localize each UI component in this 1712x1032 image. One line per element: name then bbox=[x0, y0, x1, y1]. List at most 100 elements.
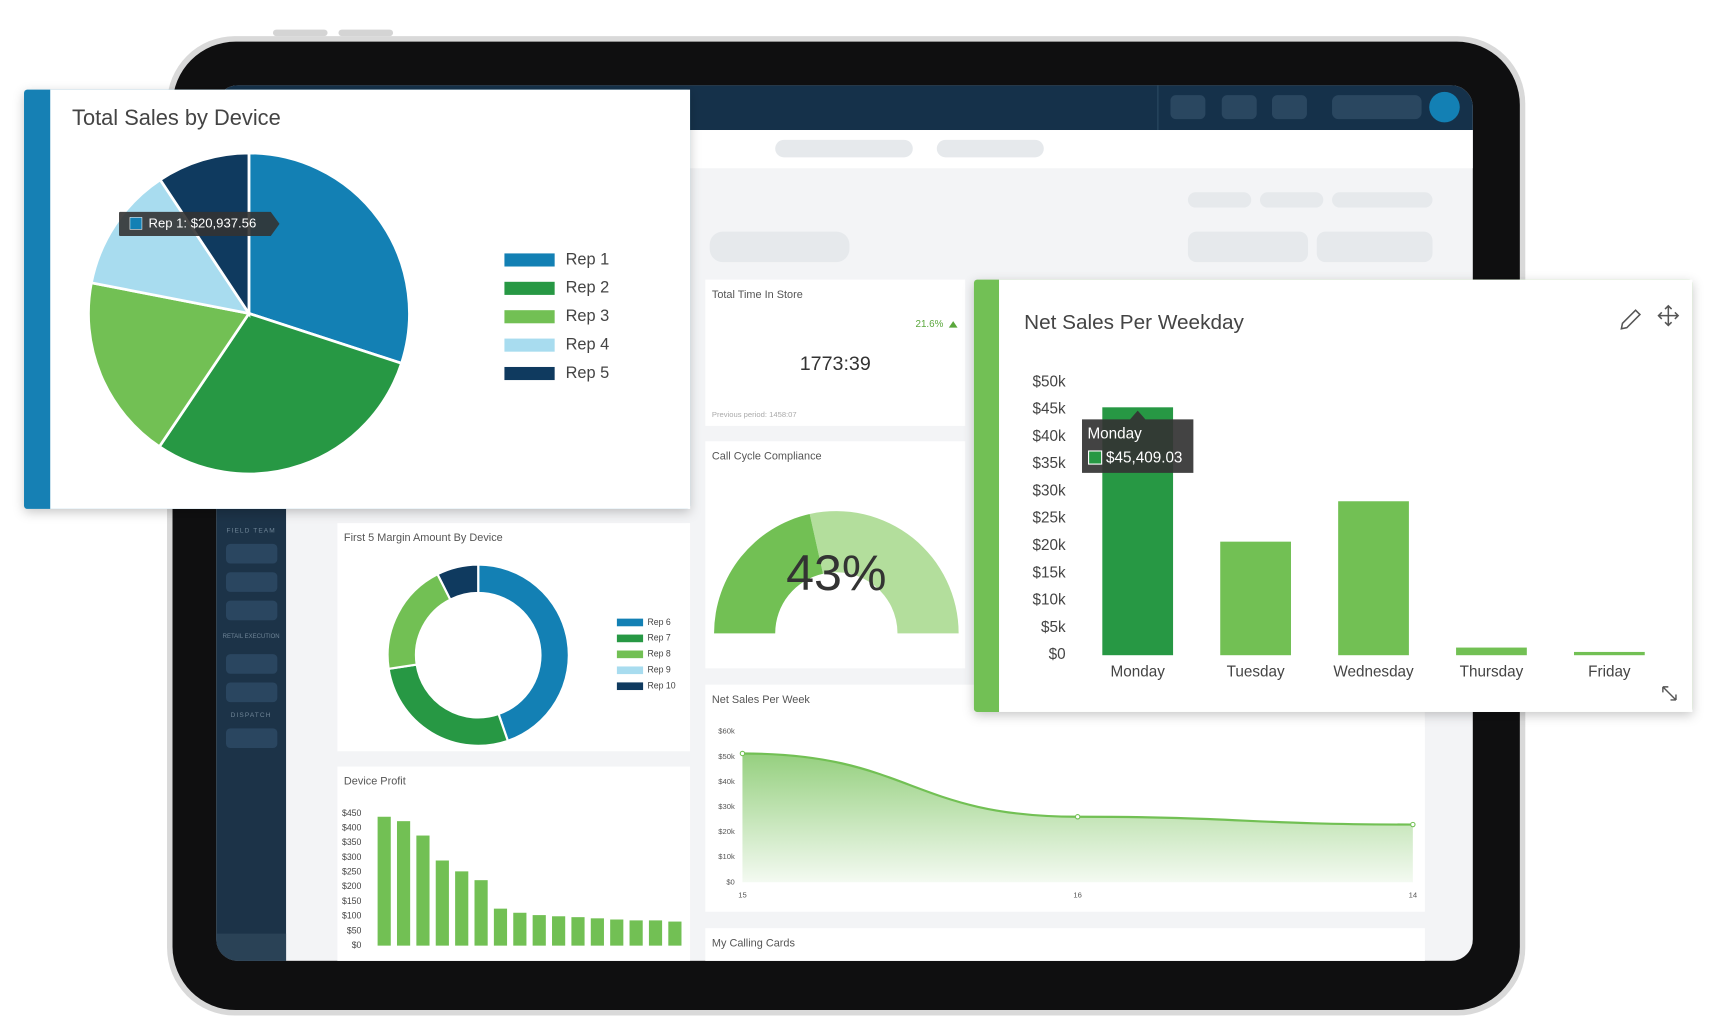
sidebar-item[interactable] bbox=[226, 728, 278, 749]
y-tick-label: $50 bbox=[347, 925, 362, 935]
resize-icon[interactable] bbox=[1662, 686, 1677, 701]
placeholder[interactable] bbox=[1316, 231, 1433, 263]
y-tick-label: $200 bbox=[342, 881, 362, 891]
pencil[interactable] bbox=[1620, 309, 1642, 330]
chart-title: Net Sales Per Weekday bbox=[1024, 311, 1244, 334]
nav-icon[interactable] bbox=[1221, 95, 1257, 120]
y-tick-label: $150 bbox=[342, 896, 362, 906]
y-tick-label: $5k bbox=[1041, 619, 1066, 636]
y-tick-label: $0 bbox=[352, 940, 362, 950]
calling-cards-title: My Calling Cards bbox=[712, 937, 796, 949]
legend-swatch bbox=[504, 310, 555, 324]
tablet-button bbox=[272, 29, 328, 37]
chart-title: First 5 Margin Amount By Device bbox=[344, 532, 503, 544]
overlay-charts: Total Sales by Device Rep 1 Rep 2 Rep 3 Rep … bbox=[72, 105, 1645, 681]
placeholder[interactable] bbox=[1187, 231, 1309, 263]
placeholder bbox=[1259, 192, 1324, 208]
y-tick-label: $300 bbox=[342, 852, 362, 862]
sidebar-item[interactable] bbox=[226, 543, 278, 564]
bar bbox=[610, 919, 624, 946]
kpi-previous: Previous period: 1458:07 bbox=[712, 410, 797, 419]
legend-label: Rep 8 bbox=[647, 649, 670, 659]
x-tick-label: Friday bbox=[1588, 664, 1631, 681]
y-tick-label: $40k bbox=[1033, 428, 1066, 445]
move-arrows[interactable] bbox=[1657, 304, 1680, 327]
avatar[interactable] bbox=[1429, 91, 1460, 123]
edit-icon[interactable] bbox=[1620, 309, 1642, 330]
legend-swatch bbox=[504, 253, 555, 267]
y-tick-label: $450 bbox=[342, 808, 362, 818]
sidebar-section: DISPATCH bbox=[231, 712, 272, 719]
nav-user[interactable] bbox=[1332, 95, 1422, 120]
y-tick-label: $30k bbox=[718, 802, 735, 811]
legend-label: Rep 5 bbox=[566, 364, 610, 382]
y-tick-label: $20k bbox=[718, 827, 735, 836]
x-tick-label: Wednesday bbox=[1333, 664, 1414, 681]
bar bbox=[1220, 541, 1291, 656]
bar bbox=[377, 816, 391, 946]
y-tick-label: $250 bbox=[342, 867, 362, 877]
kpi-value: 1773:39 bbox=[800, 353, 871, 375]
x-tick-label: 15 bbox=[738, 890, 746, 899]
y-tick-label: $35k bbox=[1033, 455, 1066, 472]
slice bbox=[436, 563, 480, 602]
placeholder bbox=[775, 139, 913, 158]
kpi-title: Total Time In Store bbox=[712, 289, 803, 301]
bar bbox=[493, 908, 508, 946]
placeholder bbox=[709, 231, 850, 263]
chart-title: Call Cycle Compliance bbox=[712, 450, 822, 462]
kpi-up-arrow bbox=[948, 321, 958, 328]
y-tick-label: $20k bbox=[1033, 537, 1066, 554]
nav-divider bbox=[1157, 85, 1159, 131]
sidebar-item[interactable] bbox=[226, 572, 278, 592]
y-tick-label: $50k bbox=[718, 752, 735, 761]
legend-label: Rep 9 bbox=[647, 665, 670, 675]
sidebar-section: FIELD TEAM bbox=[226, 527, 275, 534]
point bbox=[1074, 814, 1081, 820]
chart-title: Total Sales by Device bbox=[72, 105, 281, 130]
screen: FIELD TEAM RETAIL EXECUTION DISPATCH Tot… bbox=[216, 85, 1473, 961]
nav-icon[interactable] bbox=[1271, 95, 1307, 120]
legend-label: Rep 3 bbox=[566, 307, 610, 325]
y-tick-label: $350 bbox=[342, 837, 362, 847]
x-tick-label: Tuesday bbox=[1227, 664, 1285, 681]
bar bbox=[648, 920, 663, 946]
tooltip-box bbox=[1082, 410, 1194, 473]
tooltip-box bbox=[119, 211, 280, 236]
bar bbox=[1456, 647, 1527, 656]
tooltip-title: Monday bbox=[1087, 426, 1142, 443]
y-tick-label: $400 bbox=[342, 823, 362, 833]
sidebar-item[interactable] bbox=[226, 654, 278, 674]
x-tick-label: Monday bbox=[1111, 664, 1166, 681]
legend-swatch bbox=[616, 666, 644, 675]
sidebar-item[interactable] bbox=[226, 600, 278, 621]
x-tick-label: 14 bbox=[1409, 890, 1418, 899]
bar bbox=[416, 835, 430, 946]
y-tick-label: $25k bbox=[1033, 510, 1066, 527]
nav-icon[interactable] bbox=[1170, 95, 1206, 120]
chart-title: Net Sales Per Week bbox=[712, 694, 811, 706]
legend-label: Rep 1 bbox=[566, 250, 610, 268]
move-icon[interactable] bbox=[1657, 304, 1680, 327]
sidebar-footer bbox=[216, 933, 287, 961]
y-tick-label: $0 bbox=[726, 877, 734, 886]
y-tick-label: $10k bbox=[1033, 592, 1066, 609]
point bbox=[1410, 821, 1416, 828]
bar bbox=[590, 918, 604, 946]
tooltip-swatch bbox=[129, 217, 143, 230]
bar bbox=[513, 912, 527, 946]
legend-swatch bbox=[504, 338, 555, 352]
y-tick-label: $30k bbox=[1033, 482, 1066, 499]
tooltip-value: $45,409.03 bbox=[1106, 450, 1182, 467]
sidebar-item[interactable] bbox=[226, 682, 278, 703]
slice bbox=[247, 151, 411, 366]
screen-charts: First 5 Margin Amount By Device Rep 6 Rep … bbox=[342, 450, 1418, 950]
kpi-change: 21.6% bbox=[916, 319, 944, 330]
bar bbox=[552, 916, 566, 946]
y-tick-label: $0 bbox=[1049, 646, 1066, 663]
legend-swatch bbox=[504, 281, 555, 295]
bar bbox=[629, 920, 643, 946]
legend-label: Rep 4 bbox=[566, 335, 610, 353]
